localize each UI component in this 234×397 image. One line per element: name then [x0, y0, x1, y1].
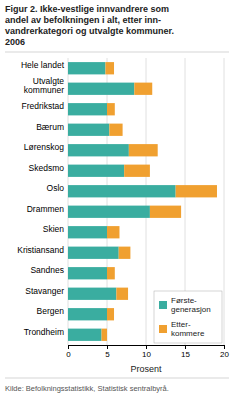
y-tick-label: Trondheim	[24, 327, 64, 337]
grid-line	[107, 58, 108, 345]
x-tick-label: 20	[220, 350, 229, 359]
title: Figur 2. Ikke-vestlige innvandrere soman…	[5, 4, 174, 47]
bar	[68, 267, 107, 279]
separator	[5, 378, 229, 379]
x-tick: 0	[66, 345, 71, 359]
y-tick-label: Bærum	[36, 122, 64, 132]
bar	[68, 124, 109, 136]
bar	[109, 124, 122, 136]
bar	[102, 329, 107, 341]
legend-label: Første-generasjon	[171, 296, 211, 314]
bar	[68, 206, 150, 218]
bar	[68, 144, 129, 156]
bar	[150, 206, 181, 218]
y-tick: Lørenskog	[24, 142, 64, 152]
bar	[68, 329, 102, 341]
y-tick: Fredrikstad	[21, 101, 64, 111]
bar	[134, 83, 152, 95]
legend: Første-generasjon Etter-kommere	[154, 291, 222, 343]
y-tick-label: Kristiansand	[17, 245, 64, 255]
y-tick: Stavanger	[25, 286, 64, 296]
y-tick-label: Lørenskog	[24, 142, 64, 152]
bars	[68, 62, 217, 341]
y-tick-label: Stavanger	[25, 286, 64, 296]
bar	[68, 247, 119, 259]
x-tick-label: 15	[181, 350, 190, 359]
legend-swatch	[159, 325, 167, 333]
y-tick-label: Sandnes	[30, 265, 64, 275]
y-tick: Skedsmo	[29, 163, 65, 173]
y-tick: Drammen	[27, 204, 65, 214]
y-tick: Bærum	[36, 122, 64, 132]
y-tick-label: Utvalgtekommuner	[24, 76, 64, 95]
bar	[107, 103, 115, 115]
legend-item: Første-generasjon	[159, 296, 211, 314]
x-tick-label: 0	[66, 350, 71, 359]
y-tick-label: Skedsmo	[29, 163, 65, 173]
grid	[68, 58, 224, 345]
y-tick-label: Hele landet	[21, 60, 65, 70]
bar	[68, 62, 105, 74]
x-tick: 10	[142, 345, 151, 359]
bar	[116, 288, 128, 300]
bar	[107, 226, 119, 238]
x-tick-label: 10	[142, 350, 151, 359]
x-tick-mark	[224, 345, 225, 349]
x-tick: 5	[105, 345, 110, 359]
y-tick-label: Bergen	[37, 306, 65, 316]
x-tick-mark	[68, 345, 69, 349]
bar	[107, 308, 114, 320]
legend-box	[154, 291, 222, 343]
x-tick-mark	[185, 345, 186, 349]
y-tick: Skien	[43, 224, 65, 234]
bar	[124, 165, 150, 177]
y-tick-label: Drammen	[27, 204, 65, 214]
legend-item: Etter-kommere	[159, 320, 205, 338]
separator	[5, 52, 229, 53]
bar	[119, 247, 131, 259]
x-axis-title: Prosent	[130, 364, 162, 374]
legend-swatch	[159, 301, 167, 309]
y-tick-label: Fredrikstad	[21, 101, 64, 111]
x-tick-mark	[107, 345, 108, 349]
y-tick-label: Skien	[43, 224, 65, 234]
x-tick: 20	[220, 345, 229, 359]
grid-line	[146, 58, 147, 345]
source: Kilde: Befolkningsstatistikk, Statistisk…	[5, 384, 169, 393]
bar	[68, 83, 134, 95]
bar	[176, 185, 217, 197]
y-axis: Hele landet Utvalgtekommuner Fredrikstad Bæ…	[17, 60, 64, 337]
legend-label: Etter-kommere	[171, 320, 205, 338]
x-tick-label: 5	[105, 350, 110, 359]
bar	[105, 62, 114, 74]
y-tick: Trondheim	[24, 327, 64, 337]
y-tick: Sandnes	[30, 265, 64, 275]
bar	[68, 165, 124, 177]
y-tick: Hele landet	[21, 60, 65, 70]
y-tick: Bergen	[37, 306, 65, 316]
bar	[68, 185, 176, 197]
chart: Figur 2. Ikke-vestlige innvandrere soman…	[0, 0, 234, 397]
bar	[68, 308, 107, 320]
bar	[68, 226, 107, 238]
x-axis-line	[69, 346, 225, 350]
bar	[129, 144, 158, 156]
y-tick: Kristiansand	[17, 245, 64, 255]
bar	[68, 288, 116, 300]
grid-line	[224, 58, 225, 345]
grid-line	[68, 58, 69, 345]
bar	[68, 103, 107, 115]
y-tick-label: Oslo	[47, 183, 65, 193]
x-tick-mark	[146, 345, 147, 349]
x-tick: 15	[181, 345, 190, 359]
y-tick: Oslo	[47, 183, 65, 193]
x-axis: 0 5 10 15 20	[66, 345, 229, 359]
bar	[107, 267, 115, 279]
y-tick: Utvalgtekommuner	[24, 76, 64, 95]
